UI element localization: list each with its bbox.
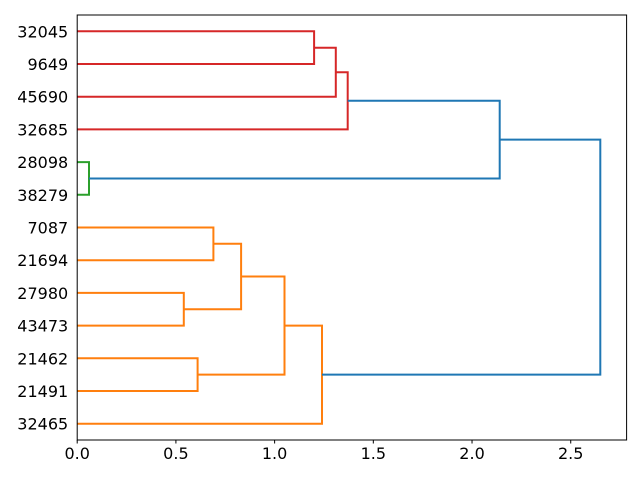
leaf-label: 32045 bbox=[17, 22, 68, 41]
leaf-label: 38279 bbox=[17, 186, 68, 205]
leaf-label: 9649 bbox=[27, 55, 68, 74]
axes-border bbox=[76, 14, 628, 441]
dendrogram-link bbox=[322, 138, 602, 376]
leaf-label: 28098 bbox=[17, 153, 68, 172]
leaf-label: 7087 bbox=[27, 219, 68, 238]
dendrogram-link bbox=[77, 46, 337, 98]
x-tick-label: 1.5 bbox=[361, 444, 386, 463]
leaf-label: 43473 bbox=[17, 317, 68, 336]
leaf-label: 21491 bbox=[17, 382, 68, 401]
leaf-label: 21462 bbox=[17, 349, 68, 368]
x-tick-label: 0.5 bbox=[163, 444, 188, 463]
x-tick-label: 0.0 bbox=[64, 444, 89, 463]
x-tick-label: 1.0 bbox=[262, 444, 287, 463]
dendrogram-link bbox=[77, 30, 316, 65]
leaf-label: 32685 bbox=[17, 120, 68, 139]
dendrogram-link bbox=[77, 71, 349, 131]
x-tick-label: 2.5 bbox=[558, 444, 583, 463]
dendrogram-link bbox=[89, 99, 501, 180]
leaf-label: 21694 bbox=[17, 251, 68, 270]
x-tick-label: 2.0 bbox=[459, 444, 484, 463]
leaf-label: 45690 bbox=[17, 88, 68, 107]
leaf-label: 32465 bbox=[17, 415, 68, 434]
dendrogram-link bbox=[77, 357, 199, 392]
leaf-label: 27980 bbox=[17, 284, 68, 303]
dendrogram-link bbox=[77, 161, 90, 196]
dendrogram-link bbox=[77, 226, 215, 262]
dendrogram-link bbox=[77, 291, 185, 327]
